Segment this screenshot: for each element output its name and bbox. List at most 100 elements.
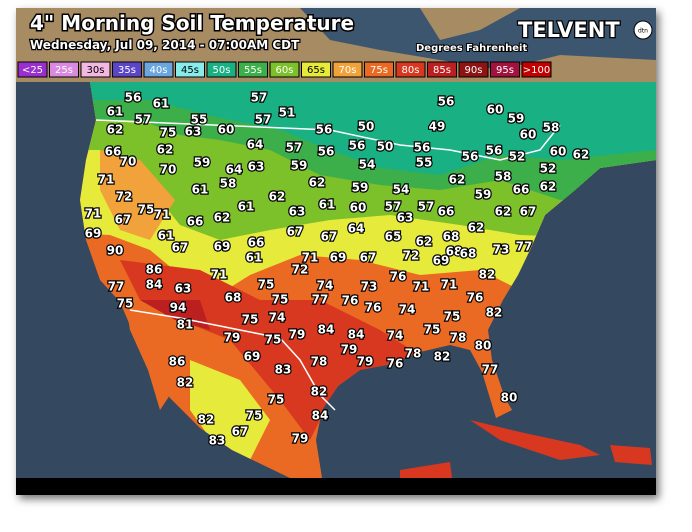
temperature-reading: 84 [146,278,163,292]
legend-label: 75s [370,65,388,76]
temperature-reading: 55 [416,156,433,170]
legend-label: 50s [213,65,231,76]
temperature-reading: 78 [311,355,328,369]
legend-swatch [490,61,520,78]
temperature-reading: 63 [248,160,265,174]
temperature-reading: 66 [248,236,265,250]
temperature-reading: 75 [444,310,461,324]
temperature-reading: 79 [357,355,374,369]
temperature-reading: 74 [387,329,404,343]
temperature-reading: 76 [365,301,382,315]
legend-swatch [143,61,174,78]
temperature-reading: 79 [341,343,358,357]
temperature-reading: 52 [540,162,557,176]
legend-label: 25s [55,65,73,76]
temperature-reading: 82 [434,350,451,364]
temperature-reading: 94 [170,301,187,315]
temperature-reading: 83 [275,363,292,377]
temperature-reading: 71 [302,251,319,265]
temperature-reading: 74 [317,279,334,293]
legend-swatch [269,61,300,78]
temperature-reading: 75 [138,203,155,217]
temperature-reading: 62 [107,123,124,137]
temperature-reading: 84 [348,328,365,342]
legend-label: 90s [465,65,483,76]
temperature-reading: 62 [416,235,433,249]
legend-swatch [458,61,489,78]
legend-label: 55s [244,65,262,76]
temperature-reading: 74 [399,303,416,317]
legend-label: 40s [150,65,168,76]
map-frame: 4" Morning Soil Temperature Wednesday, J… [16,8,656,495]
temperature-reading: 75 [242,313,259,327]
temperature-reading: 60 [520,128,537,142]
temperature-reading: 64 [226,163,243,177]
temperature-reading: 62 [214,211,231,225]
temperature-reading: 82 [198,413,215,427]
temperature-reading: 82 [311,385,328,399]
temperature-reading: 56 [349,139,366,153]
temperature-reading: 64 [247,138,264,152]
temperature-reading: 59 [475,188,492,202]
legend-label: >100 [523,65,550,76]
legend-swatch [521,61,552,78]
brand: TELVENT [518,18,620,42]
temperature-reading: 60 [487,103,504,117]
temperature-reading: 73 [493,243,510,257]
temperature-reading: 72 [116,190,133,204]
temperature-reading: 79 [224,331,241,345]
border [129,309,336,411]
temperature-reading: 84 [318,323,335,337]
temperature-reading: 55 [191,113,208,127]
temperature-reading: 59 [352,181,369,195]
legend-label: 85s [433,65,451,76]
temperature-reading: 67 [321,230,338,244]
temperature-reading: 66 [438,205,455,219]
legend-label: 70s [339,65,357,76]
temperature-reading: 78 [450,331,467,345]
temperature-reading: 63 [397,211,414,225]
island [400,462,452,482]
island [470,420,600,460]
temperature-reading: 71 [154,208,171,222]
temperature-reading: 63 [185,125,202,139]
temperature-reading: 60 [350,201,367,215]
temperature-reading: 76 [467,291,484,305]
legend-label: 35s [118,65,136,76]
temperature-reading: 59 [291,159,308,173]
temperature-reading: 62 [449,173,466,187]
temperature-reading: 80 [501,391,518,405]
temperature-reading: 70 [120,155,137,169]
temperature-reading: 62 [157,143,174,157]
temperature-reading: 51 [279,106,296,120]
border [95,119,561,161]
legend-label: 30s [87,65,105,76]
temperature-reading: 79 [292,432,309,446]
temperature-reading: 71 [413,280,430,294]
legend-swatch [427,61,457,78]
temperature-reading: 61 [192,183,209,197]
legend-swatch [112,61,142,78]
title: 4" Morning Soil Temperature [30,11,354,35]
legend-swatch [175,61,205,78]
legend: <25 25s 30s 35s 40s 45s 50s 55s 60s 65s 70s 75s 80s 8… [17,61,552,78]
legend-swatch [49,61,79,78]
temperature-reading: 60 [218,123,235,137]
units: Degrees Fahrenheit [416,43,527,54]
map: 4" Morning Soil Temperature Wednesday, J… [16,8,656,495]
temperature-reading: 60 [550,145,567,159]
temperature-reading: 68 [225,291,242,305]
temperature-reading: 72 [403,249,420,263]
temperature-reading: 86 [169,355,186,369]
temperature-reading: 66 [187,215,204,229]
temperature-reading: 58 [543,121,560,135]
legend-label: 65s [307,65,325,76]
legend-swatch [80,61,111,78]
temperature-reading: 79 [289,328,306,342]
temperature-reading: 56 [316,123,333,137]
temperature-reading: 63 [289,205,306,219]
temperature-reading: 57 [385,200,402,214]
temperature-reading: 82 [177,376,194,390]
temperature-reading: 58 [220,177,237,191]
